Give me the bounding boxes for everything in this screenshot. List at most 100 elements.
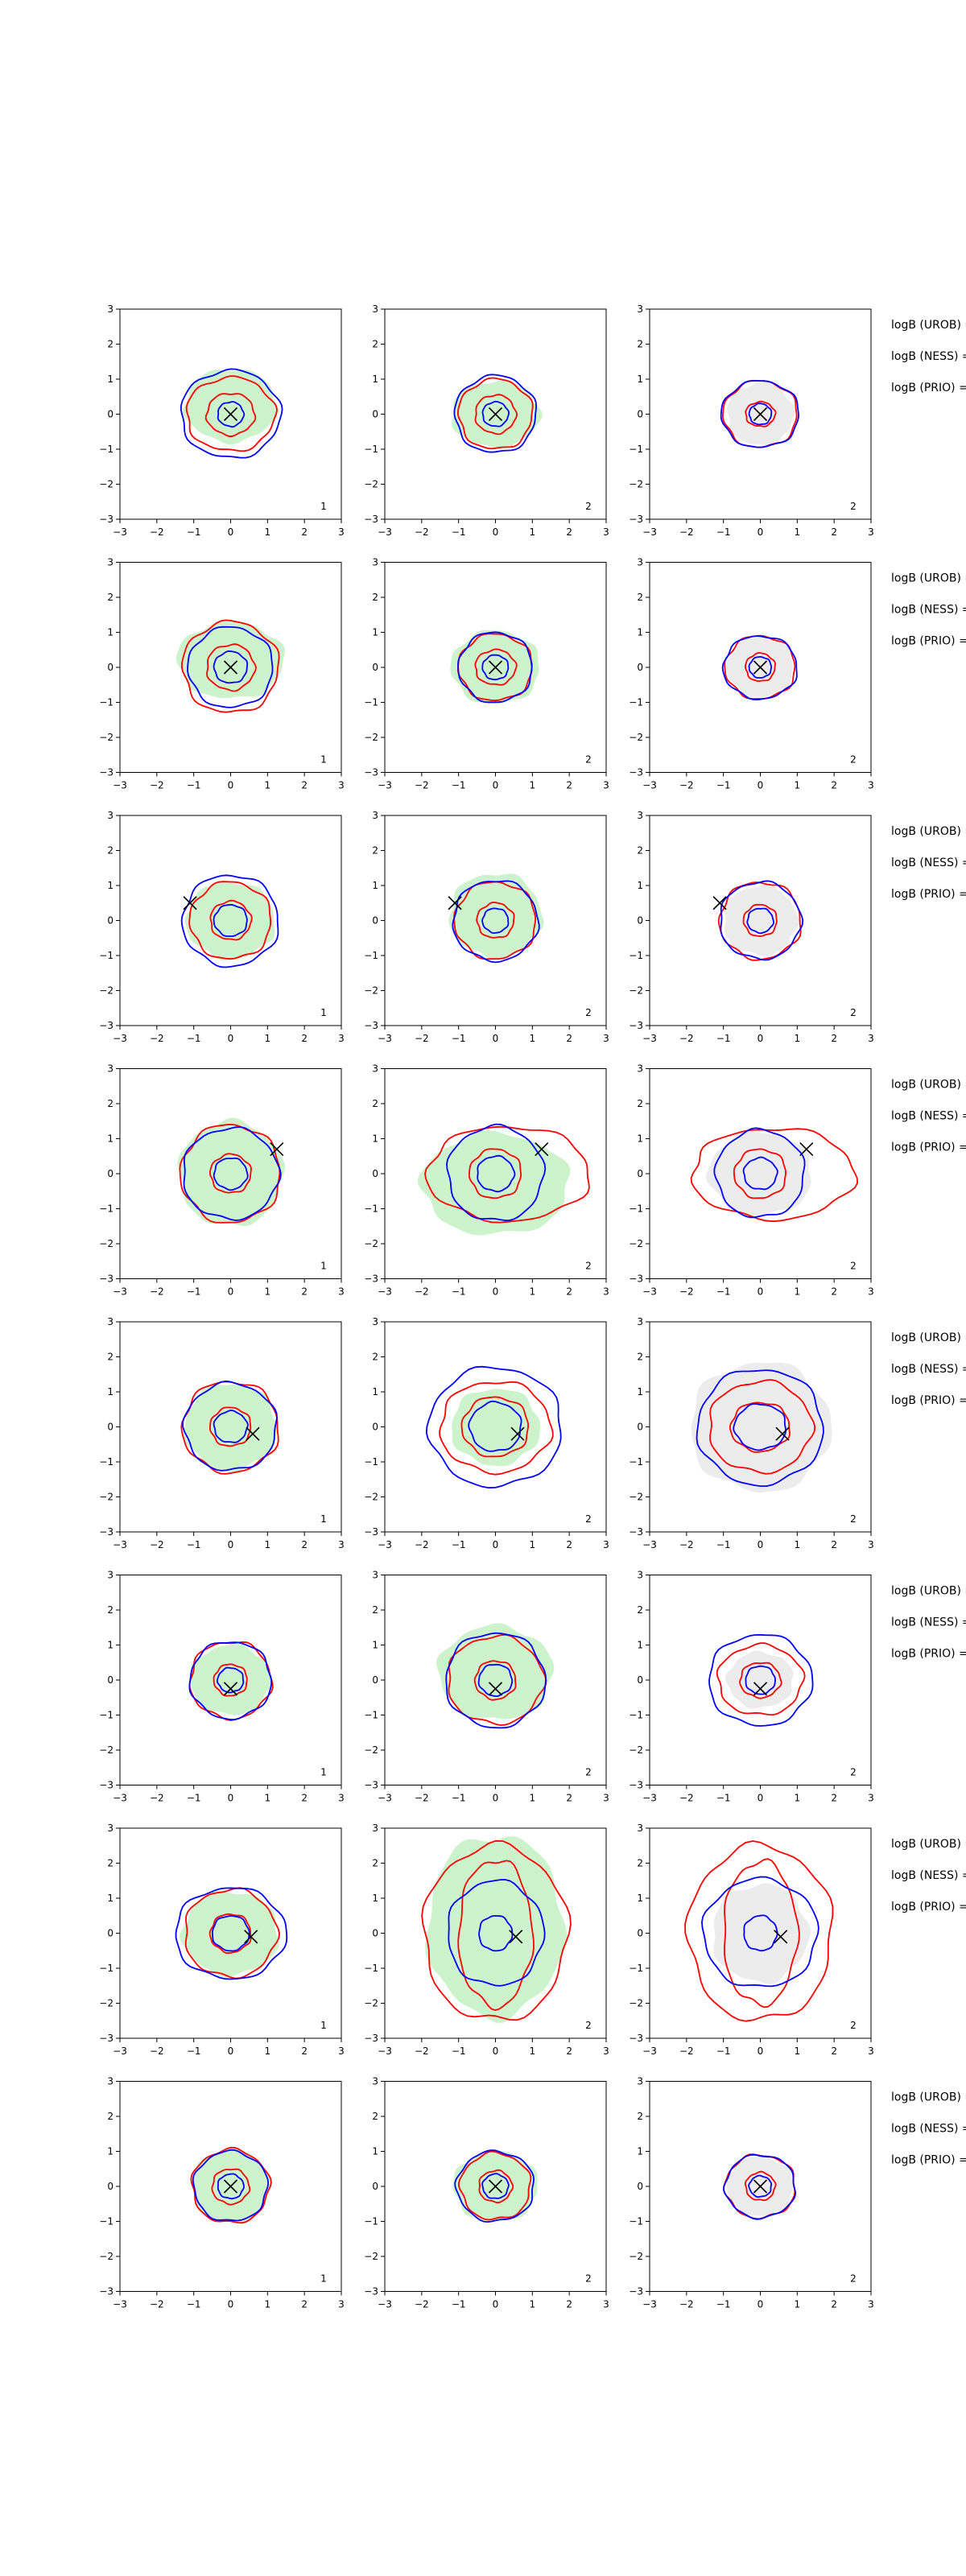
logb-label: logB (PRIO) = <box>891 2154 966 2167</box>
red-contour <box>179 1123 281 1224</box>
x-tick-label: 2 <box>301 1793 308 1804</box>
y-tick-label: 0 <box>637 915 643 927</box>
x-tick-label: −3 <box>113 1539 127 1550</box>
logb-label: logB (NESS) = <box>891 1869 966 1882</box>
x-tick-label: −2 <box>415 1286 429 1298</box>
x-tick-label: −2 <box>415 2046 429 2057</box>
y-tick-label: −3 <box>629 1020 643 1031</box>
blue-contour <box>182 1380 278 1472</box>
y-tick-label: 2 <box>107 845 114 857</box>
blue-contour <box>745 1665 776 1695</box>
x-tick-label: 3 <box>868 780 874 791</box>
y-tick-label: 1 <box>107 880 114 891</box>
y-tick-label: −1 <box>364 1456 378 1468</box>
red-contour <box>184 1887 280 1979</box>
y-tick-label: 2 <box>107 2111 114 2122</box>
panel-number-label: 2 <box>585 754 592 766</box>
blue-contour <box>468 1400 522 1452</box>
x-tick-label: −1 <box>187 526 201 538</box>
panel-number-label: 1 <box>320 1767 327 1778</box>
x-tick-label: 1 <box>530 780 536 791</box>
panel-number-label: 2 <box>850 2273 857 2285</box>
blue-contour <box>748 402 773 426</box>
x-tick-label: 1 <box>265 1539 271 1550</box>
panel-number-label: 2 <box>585 501 592 512</box>
density-fill <box>724 884 800 957</box>
y-tick-label: 1 <box>372 1386 378 1397</box>
y-tick-label: 0 <box>372 2181 378 2192</box>
y-tick-label: −3 <box>99 1020 114 1031</box>
panel-r3-c2: −3−3 −2 −2 −1 −1 0 0 1 1 2 2 3 3 2 <box>364 810 609 1044</box>
density-fill <box>177 1117 286 1226</box>
logb-label: logB (UROB) = <box>891 1585 966 1598</box>
x-tick-label: −1 <box>187 1286 201 1298</box>
true-value-marker <box>510 1426 525 1441</box>
x-tick-label: 1 <box>795 1286 801 1298</box>
x-tick-label: 2 <box>831 780 837 791</box>
panel-r2-c2: −3−3 −2 −2 −1 −1 0 0 1 1 2 2 3 3 2 <box>364 557 609 791</box>
x-tick-label: −3 <box>642 2046 657 2057</box>
y-tick-label: −3 <box>629 1274 643 1285</box>
x-tick-label: 0 <box>758 1539 764 1550</box>
x-tick-label: −3 <box>113 2299 127 2310</box>
y-tick-label: 0 <box>107 1674 114 1686</box>
logb-label: logB (PRIO) = <box>891 1648 966 1661</box>
blue-contour <box>708 1633 814 1727</box>
y-tick-label: 1 <box>637 627 643 638</box>
x-tick-label: 3 <box>868 1539 874 1550</box>
red-contour <box>439 1381 554 1476</box>
panel-number-label: 1 <box>320 501 327 512</box>
logb-label: logB (PRIO) = <box>891 1901 966 1913</box>
red-contour <box>460 1396 529 1458</box>
y-tick-label: 1 <box>637 1133 643 1145</box>
x-tick-label: 0 <box>758 2046 764 2057</box>
red-contour <box>476 902 515 939</box>
true-value-marker <box>488 2179 503 2194</box>
y-tick-label: 3 <box>372 1823 378 1834</box>
x-tick-label: 2 <box>831 526 837 538</box>
y-tick-label: 2 <box>372 339 378 350</box>
y-tick-label: 3 <box>372 1570 378 1581</box>
y-tick-label: 1 <box>107 627 114 638</box>
x-tick-label: −2 <box>150 1539 164 1550</box>
x-tick-label: 0 <box>758 1793 764 1804</box>
true-value-marker <box>448 896 462 910</box>
y-tick-label: −1 <box>364 697 378 708</box>
y-tick-label: −1 <box>364 1710 378 1721</box>
logb-label: logB (PRIO) = <box>891 1394 966 1407</box>
x-tick-label: 3 <box>338 2299 345 2310</box>
red-contour <box>180 619 280 713</box>
x-tick-label: 3 <box>338 1033 345 1044</box>
y-tick-label: 0 <box>107 2181 114 2192</box>
red-contour <box>213 1663 248 1697</box>
panel-number-label: 2 <box>585 2273 592 2285</box>
y-tick-label: 2 <box>637 1604 643 1616</box>
x-tick-label: −1 <box>452 2299 466 2310</box>
x-tick-label: 2 <box>566 2299 572 2310</box>
panel-number-label: 1 <box>320 1007 327 1018</box>
y-tick-label: −2 <box>99 732 114 743</box>
red-contour <box>723 1858 800 2008</box>
y-tick-label: 3 <box>107 1063 114 1075</box>
blue-contour <box>192 2149 270 2222</box>
y-tick-label: 0 <box>372 915 378 927</box>
x-tick-label: 3 <box>338 780 345 791</box>
y-tick-label: −2 <box>629 732 643 743</box>
y-tick-label: 1 <box>107 1640 114 1651</box>
red-contour <box>457 2150 532 2221</box>
x-tick-label: −3 <box>642 526 657 538</box>
x-tick-label: −2 <box>415 526 429 538</box>
x-tick-label: −2 <box>679 780 694 791</box>
x-tick-label: −1 <box>187 2046 201 2057</box>
panel-r6-c1: −3 −3 −2 −2 −1 −1 0 0 1 1 2 2 3 3 1 <box>99 1570 345 1804</box>
logb-label: logB (UROB) = <box>891 2091 966 2104</box>
y-tick-label: 0 <box>637 1674 643 1686</box>
y-tick-label: 2 <box>637 2111 643 2122</box>
panel-number-label: 2 <box>585 1513 592 1525</box>
x-tick-label: −1 <box>452 1793 466 1804</box>
panel-r5-c2: −3−3 −2 −2 −1 −1 0 0 1 1 2 2 3 3 2 <box>364 1316 609 1550</box>
red-contour <box>424 1125 590 1224</box>
y-tick-label: 1 <box>107 2146 114 2157</box>
x-tick-label: 2 <box>301 1286 308 1298</box>
